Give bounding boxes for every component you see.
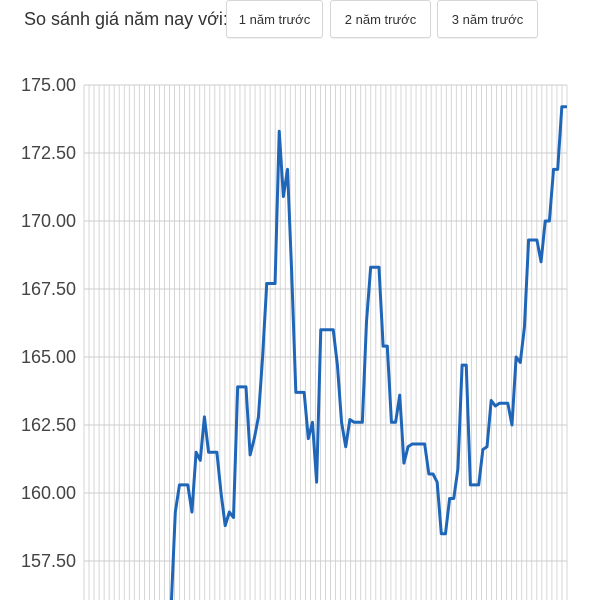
y-tick-label: 165.00 [21, 347, 76, 367]
compare-1-year-button[interactable]: 1 năm trước [226, 0, 323, 38]
grid [83, 84, 568, 600]
compare-2-years-button[interactable]: 2 năm trước [330, 0, 431, 38]
y-tick-label: 162.50 [21, 415, 76, 435]
price-chart-svg: 175.00 172.50 170.00 167.50 165.00 162.50 160.… [21, 75, 568, 600]
price-series-line [169, 105, 567, 600]
y-tick-label: 160.00 [21, 483, 76, 503]
y-tick-label: 170.00 [21, 211, 76, 231]
compare-label: So sánh giá năm nay với: [24, 9, 228, 29]
y-tick-label: 175.00 [21, 75, 76, 95]
price-chart: 175.00 172.50 170.00 167.50 165.00 162.50 160.… [0, 44, 600, 600]
y-tick-label: 157.50 [21, 551, 76, 571]
y-tick-label: 167.50 [21, 279, 76, 299]
y-tick-label: 172.50 [21, 143, 76, 163]
compare-3-years-button[interactable]: 3 năm trước [437, 0, 538, 38]
compare-header: So sánh giá năm nay với: 1 năm trước 2 n… [0, 0, 600, 40]
y-axis: 175.00 172.50 170.00 167.50 165.00 162.50 160.… [21, 75, 76, 571]
series-layer [169, 105, 567, 600]
